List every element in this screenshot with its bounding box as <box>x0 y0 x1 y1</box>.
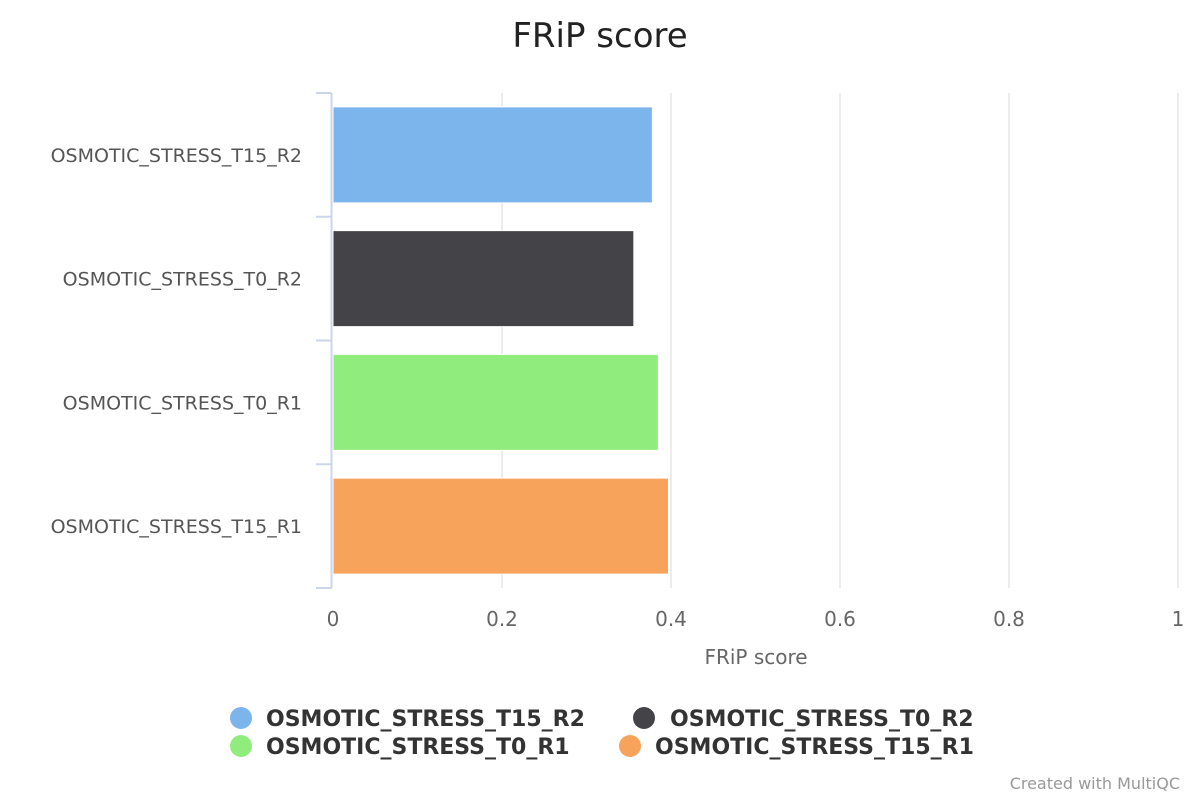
x-tick-label: 0.8 <box>993 607 1025 631</box>
legend-item-osmotic-stress-t15-r1[interactable]: OSMOTIC_STRESS_T15_R1 <box>619 735 974 760</box>
legend-marker <box>230 735 252 757</box>
bar-osmotic-stress-t15-r1[interactable] <box>332 477 669 575</box>
category-labels: OSMOTIC_STRESS_T15_R2 OSMOTIC_STRESS_T0_R… <box>51 145 302 538</box>
legend-label: OSMOTIC_STRESS_T0_R1 <box>266 735 570 760</box>
x-axis-title: FRiP score <box>704 645 807 669</box>
chart-title: FRiP score <box>512 16 687 56</box>
category-axis <box>316 92 333 589</box>
x-tick-label: 0.4 <box>655 607 687 631</box>
x-tick-label: 1 <box>1172 607 1185 631</box>
category-label: OSMOTIC_STRESS_T0_R2 <box>63 269 302 291</box>
credit-text[interactable]: Created with MultiQC <box>1010 774 1180 793</box>
bars <box>332 106 669 575</box>
legend-item-osmotic-stress-t15-r2[interactable]: OSMOTIC_STRESS_T15_R2 <box>230 707 585 732</box>
category-label: OSMOTIC_STRESS_T0_R1 <box>63 392 302 414</box>
legend: OSMOTIC_STRESS_T15_R2 OSMOTIC_STRESS_T0_R… <box>230 707 974 760</box>
legend-label: OSMOTIC_STRESS_T15_R2 <box>266 707 585 732</box>
x-tick-label: 0.6 <box>824 607 856 631</box>
legend-item-osmotic-stress-t0-r1[interactable]: OSMOTIC_STRESS_T0_R1 <box>230 735 570 760</box>
category-label: OSMOTIC_STRESS_T15_R2 <box>51 145 302 167</box>
legend-label: OSMOTIC_STRESS_T15_R1 <box>655 735 974 760</box>
legend-label: OSMOTIC_STRESS_T0_R2 <box>670 707 974 732</box>
bar-osmotic-stress-t15-r2[interactable] <box>332 106 653 204</box>
x-tick-label: 0 <box>327 607 340 631</box>
bar-osmotic-stress-t0-r1[interactable] <box>332 353 659 451</box>
x-tick-labels: 0 0.2 0.4 0.6 0.8 1 <box>327 607 1185 631</box>
bar-osmotic-stress-t0-r2[interactable] <box>332 230 635 328</box>
legend-item-osmotic-stress-t0-r2[interactable]: OSMOTIC_STRESS_T0_R2 <box>633 707 974 732</box>
category-label: OSMOTIC_STRESS_T15_R1 <box>51 516 302 538</box>
legend-marker <box>230 707 252 729</box>
legend-marker <box>633 707 655 729</box>
legend-marker <box>619 735 641 757</box>
x-tick-label: 0.2 <box>486 607 518 631</box>
